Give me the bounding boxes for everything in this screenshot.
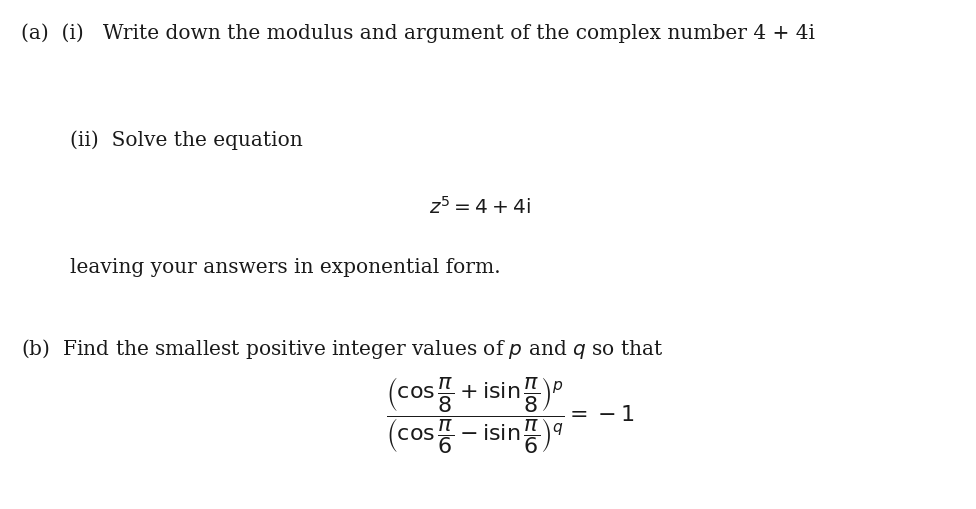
Text: (a)  (i)   Write down the modulus and argument of the complex number 4 + 4i: (a) (i) Write down the modulus and argum…	[21, 23, 816, 43]
Text: (b)  Find the smallest positive integer values of $p$ and $q$ so that: (b) Find the smallest positive integer v…	[21, 336, 664, 360]
Text: leaving your answers in exponential form.: leaving your answers in exponential form…	[70, 257, 501, 276]
Text: $z^5 = 4 + 4\mathrm{i}$: $z^5 = 4 + 4\mathrm{i}$	[429, 196, 531, 218]
Text: (ii)  Solve the equation: (ii) Solve the equation	[70, 130, 303, 150]
Text: $\dfrac{\left(\cos\dfrac{\pi}{8}+\mathrm{i}\sin\dfrac{\pi}{8}\right)^{p}}{\left(: $\dfrac{\left(\cos\dfrac{\pi}{8}+\mathrm…	[386, 375, 633, 455]
